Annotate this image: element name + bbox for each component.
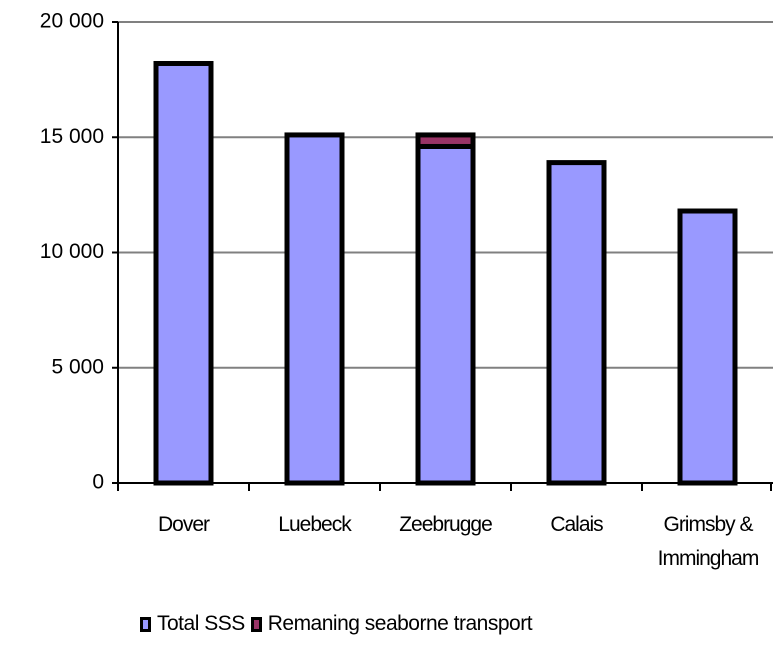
legend: Total SSS Remaning seaborne transport xyxy=(140,612,538,636)
bar-segment xyxy=(284,132,345,486)
y-tick-label: 10 000 xyxy=(40,240,104,263)
y-tick-label: 5 000 xyxy=(51,355,104,378)
x-tick-label: Grimsby & Immingham xyxy=(657,513,760,570)
legend-swatch xyxy=(140,616,151,632)
legend-item: Total SSS xyxy=(140,612,245,636)
legend-swatch xyxy=(250,616,262,632)
bar-segment xyxy=(677,208,738,486)
bar-segment xyxy=(153,60,214,486)
y-tick-label: 15 000 xyxy=(40,125,104,148)
bar-segment xyxy=(546,160,607,486)
legend-label: Total SSS xyxy=(157,612,245,635)
x-tick-label: Dover xyxy=(157,513,210,536)
legend-label: Remaning seaborne transport xyxy=(267,612,533,635)
y-tick-label: 0 xyxy=(92,471,104,494)
x-tick-label: Calais xyxy=(550,513,603,536)
x-tick-label: Zeebrugge xyxy=(399,513,493,536)
bar-segment xyxy=(415,143,476,486)
bar-segment xyxy=(415,132,476,149)
x-tick-label: Luebeck xyxy=(278,513,351,536)
legend-item: Remaning seaborne transport xyxy=(250,612,533,636)
y-tick-label: 20 000 xyxy=(40,10,104,33)
